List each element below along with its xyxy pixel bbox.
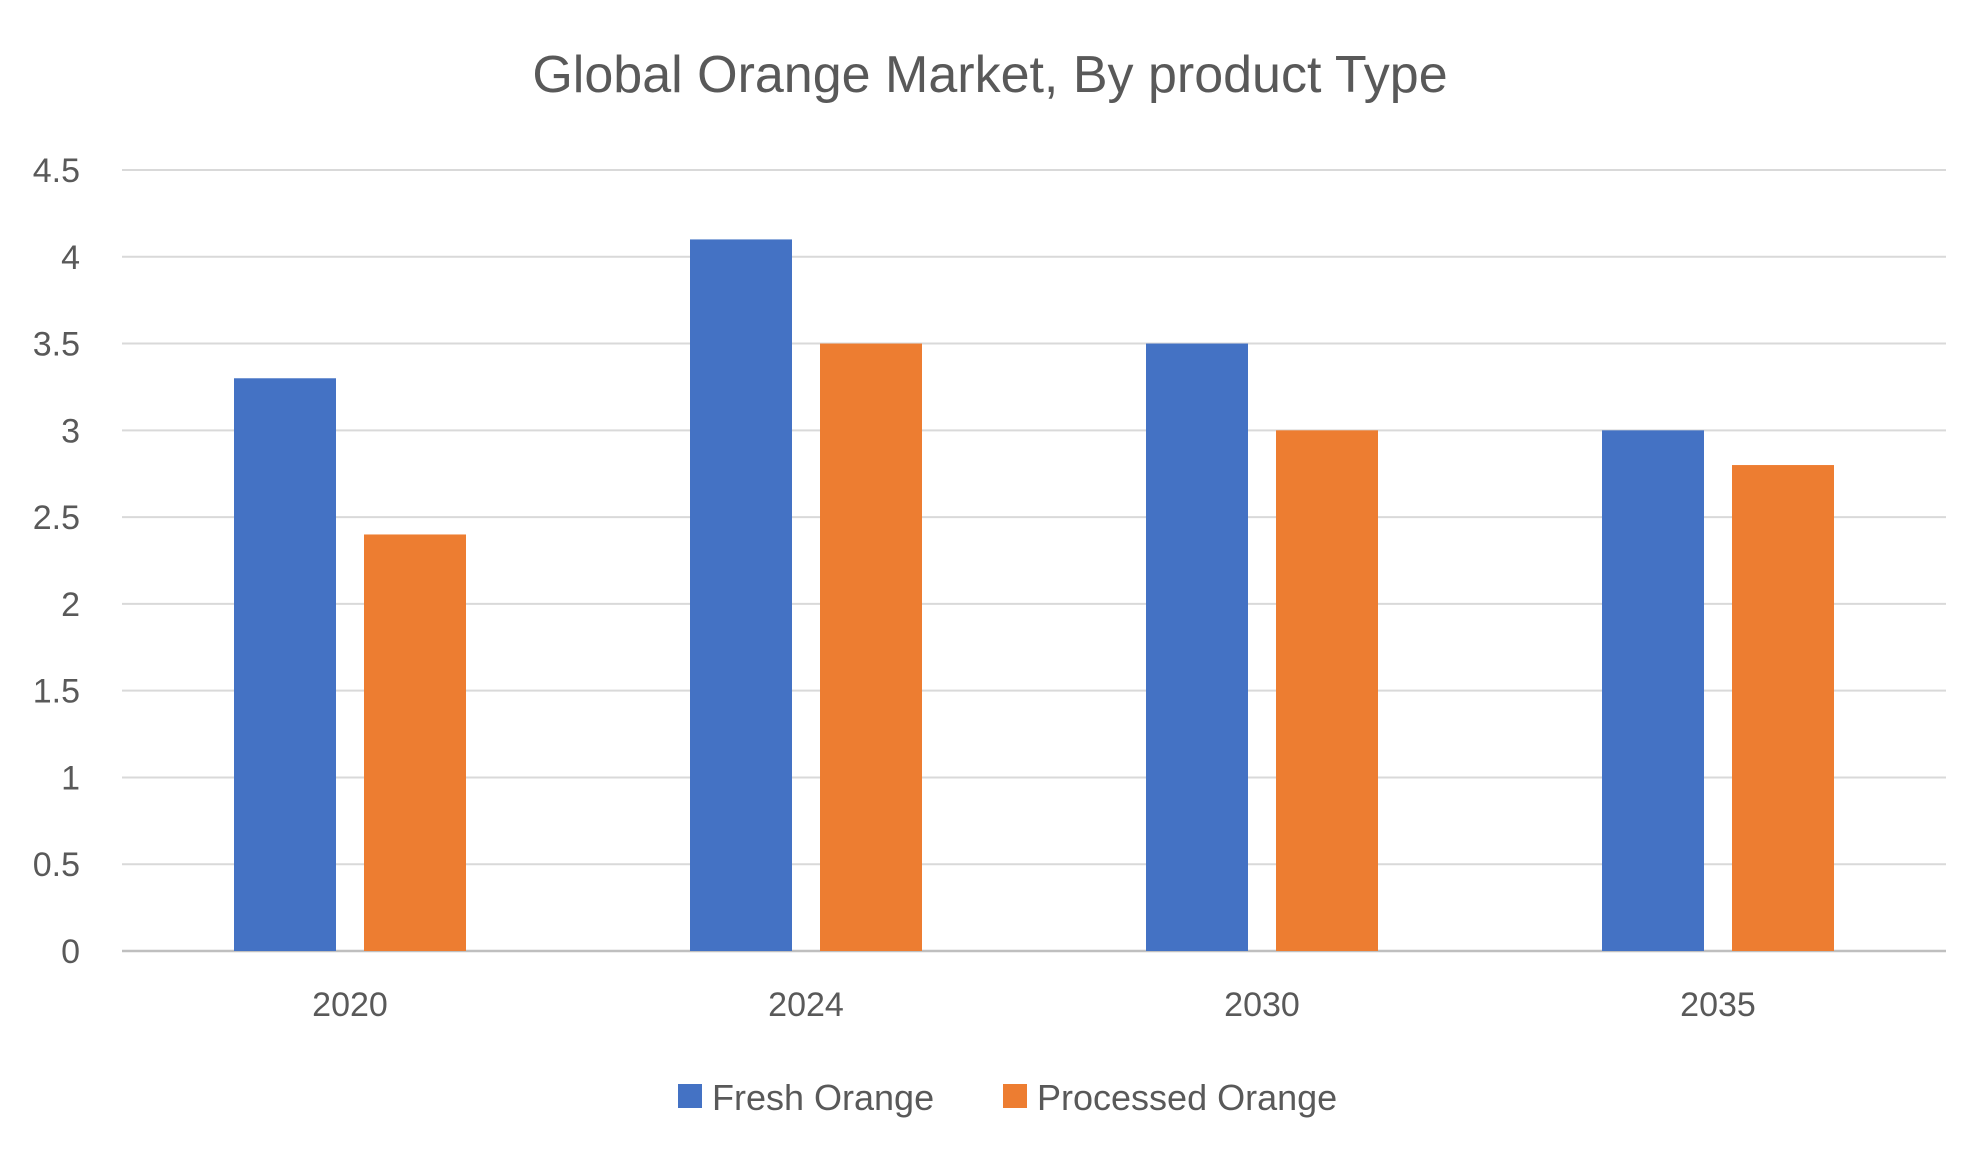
y-tick-label: 3.5 <box>33 326 80 364</box>
chart-title: Global Orange Market, By product Type <box>532 46 1447 104</box>
y-axis-tick-labels: 0 0.5 1 1.5 2 2.5 3 3.5 4 4.5 <box>33 152 80 971</box>
legend-label-fresh-orange: Fresh Orange <box>712 1077 934 1118</box>
x-tick-label: 2030 <box>1224 986 1300 1024</box>
x-tick-label: 2020 <box>312 986 388 1024</box>
legend: Fresh Orange Processed Orange <box>678 1077 1337 1118</box>
y-tick-label: 2.5 <box>33 499 80 537</box>
bar-fresh-orange-2030 <box>1146 343 1248 951</box>
legend-swatch-processed-orange <box>1003 1084 1027 1108</box>
y-tick-label: 1.5 <box>33 673 80 711</box>
y-tick-label: 4.5 <box>33 152 80 190</box>
legend-swatch-fresh-orange <box>678 1084 702 1108</box>
x-tick-label: 2035 <box>1680 986 1756 1024</box>
y-tick-label: 4 <box>61 239 80 277</box>
bar-fresh-orange-2035 <box>1602 430 1704 951</box>
x-axis-tick-labels: 2020 2024 2030 2035 <box>312 986 1756 1024</box>
bar-processed-orange-2024 <box>820 343 922 951</box>
y-tick-label: 3 <box>61 412 80 450</box>
x-tick-label: 2024 <box>768 986 844 1024</box>
y-tick-label: 1 <box>61 759 80 797</box>
bars <box>234 239 1834 951</box>
y-tick-label: 0 <box>61 933 80 971</box>
y-tick-label: 0.5 <box>33 846 80 884</box>
bar-processed-orange-2035 <box>1732 465 1834 951</box>
bar-processed-orange-2030 <box>1276 430 1378 951</box>
bar-fresh-orange-2024 <box>690 239 792 951</box>
bar-processed-orange-2020 <box>364 534 466 951</box>
legend-label-processed-orange: Processed Orange <box>1037 1077 1337 1118</box>
bar-fresh-orange-2020 <box>234 378 336 951</box>
y-tick-label: 2 <box>61 586 80 624</box>
